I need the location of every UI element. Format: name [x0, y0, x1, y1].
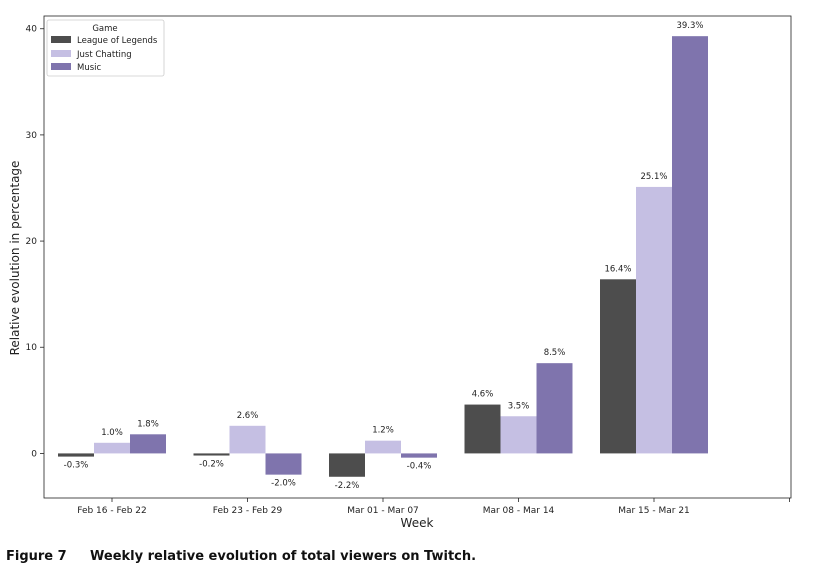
y-tick-label: 30	[26, 131, 38, 141]
x-axis-title: Week	[401, 516, 434, 530]
bar-music	[265, 453, 302, 475]
bar-league-of-legends	[193, 453, 230, 456]
legend-frame	[46, 19, 165, 77]
y-axis-title: Relative evolution in percentage	[8, 161, 22, 356]
data-label-league-of-legends: 16.4%	[604, 264, 631, 274]
x-tick-label: Feb 23 - Feb 29	[213, 506, 283, 516]
legend-label-music: Music	[77, 63, 102, 73]
x-tick-label: Mar 15 - Mar 21	[618, 506, 690, 516]
bar-music	[130, 434, 166, 454]
data-label-music: 39.3%	[676, 21, 703, 31]
data-label-just-chatting: 2.6%	[237, 411, 259, 421]
y-tick-label: 0	[31, 449, 37, 459]
x-tick-label: Mar 08 - Mar 14	[483, 506, 555, 516]
data-label-music: -0.4%	[407, 462, 432, 472]
x-tick-label: Feb 16 - Feb 22	[77, 506, 146, 516]
data-label-music: 1.8%	[137, 419, 159, 429]
bar-league-of-legends	[58, 453, 94, 457]
bar-league-of-legends	[464, 404, 501, 454]
bar-just-chatting	[365, 440, 401, 454]
data-label-league-of-legends: 4.6%	[472, 390, 494, 400]
data-label-just-chatting: 1.2%	[372, 426, 394, 436]
bar-just-chatting	[94, 442, 130, 454]
bar-league-of-legends	[600, 279, 636, 454]
legend-label-just-chatting: Just Chatting	[76, 50, 132, 60]
figure-caption: Figure 7 Weekly relative evolution of tot…	[6, 549, 476, 564]
figure-number: Figure 7	[6, 549, 67, 564]
bar-just-chatting	[500, 416, 537, 454]
data-label-league-of-legends: -2.2%	[335, 481, 360, 491]
legend-title: Game	[92, 24, 117, 34]
bar-music	[672, 36, 708, 454]
data-label-league-of-legends: -0.2%	[199, 460, 224, 470]
legend-swatch-just-chatting	[51, 50, 71, 57]
bar-just-chatting	[636, 186, 672, 454]
legend: Game League of Legends Just Chatting Mus…	[46, 19, 165, 77]
legend-swatch-music	[51, 63, 71, 70]
bar-league-of-legends	[329, 453, 365, 477]
data-label-league-of-legends: -0.3%	[64, 461, 89, 471]
data-label-just-chatting: 25.1%	[640, 172, 667, 182]
data-label-just-chatting: 1.0%	[101, 428, 123, 438]
bar-just-chatting	[229, 425, 266, 454]
data-label-just-chatting: 3.5%	[508, 401, 530, 411]
data-label-music: -2.0%	[271, 479, 296, 489]
legend-swatch-league-of-legends	[51, 36, 71, 43]
data-label-music: 8.5%	[544, 348, 566, 358]
bar-music	[536, 363, 573, 454]
y-tick-label: 40	[26, 25, 38, 35]
bar-chart: 0 10 20 30 40 Feb 16 - Feb 22 -0.3% 1.0% 1.8% Feb…	[8, 15, 792, 530]
bar-music	[401, 453, 437, 458]
figure-caption-text: Weekly relative evolution of total viewe…	[90, 549, 477, 564]
x-tick-label: Mar 01 - Mar 07	[347, 506, 419, 516]
y-tick-label: 10	[26, 343, 38, 353]
plot-frame	[43, 15, 792, 499]
legend-label-league-of-legends: League of Legends	[77, 36, 158, 46]
y-tick-label: 20	[26, 237, 38, 247]
plot-area: 0 10 20 30 40 Feb 16 - Feb 22 -0.3% 1.0% 1.8% Feb…	[26, 15, 792, 516]
